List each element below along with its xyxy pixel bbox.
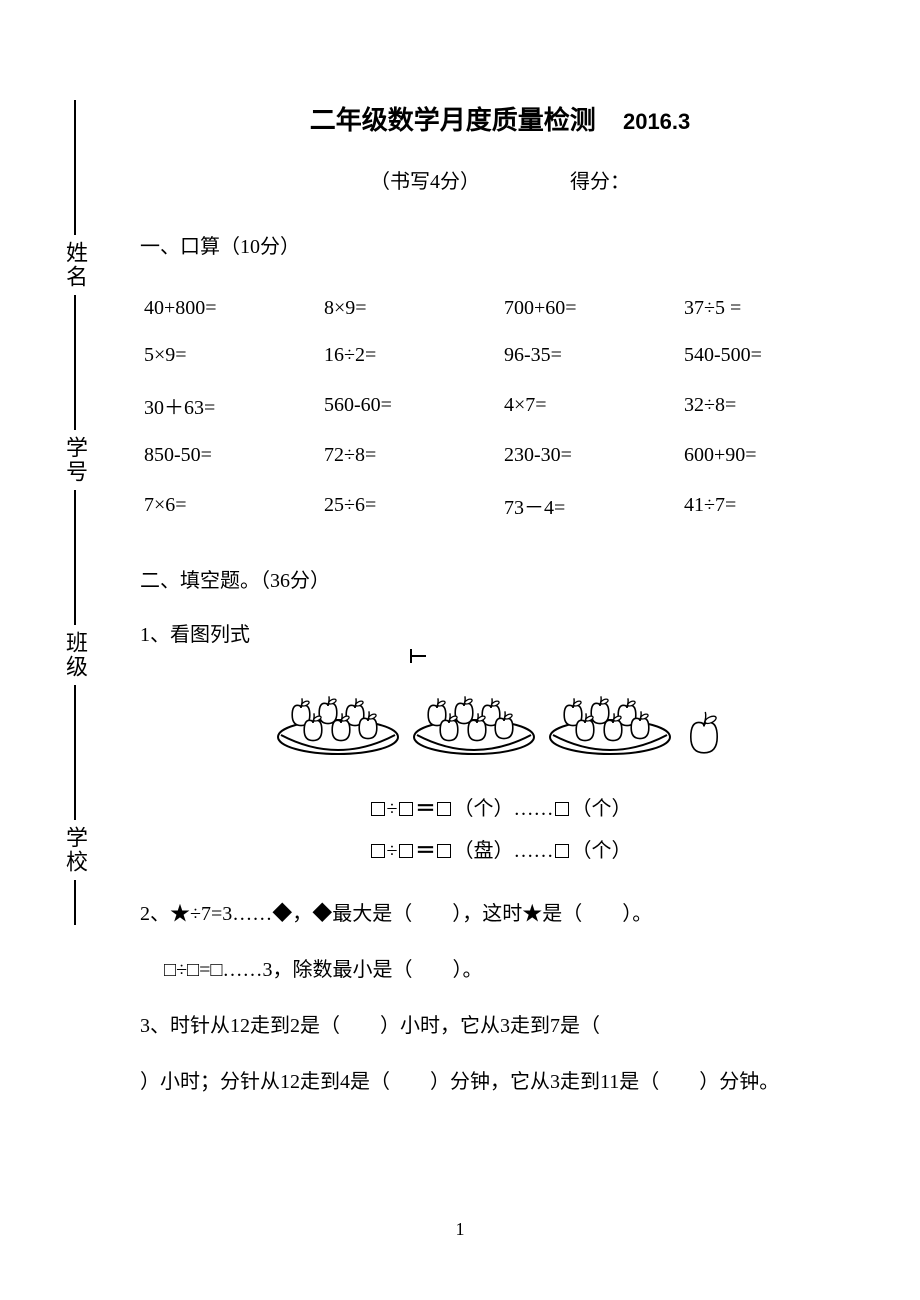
sidebar-line <box>74 880 76 925</box>
calc-cell: 560-60= <box>320 379 500 432</box>
page-number: 1 <box>0 1219 920 1240</box>
unit-ge3: （个） <box>571 840 631 862</box>
blank-box <box>371 844 385 858</box>
exam-title: 二年级数学月度质量检测 2016.3 <box>140 100 860 137</box>
sidebar-line <box>74 100 76 145</box>
apple-icon <box>681 703 727 757</box>
exam-content: 二年级数学月度质量检测 2016.3 （书写4分） 得分： 一、口算（10分） … <box>140 100 860 1122</box>
blank-box <box>555 802 569 816</box>
unit-pan: （盘）…… <box>453 840 553 862</box>
calc-row: 7×6=25÷6=73－4=41÷7= <box>140 479 860 532</box>
section1-heading: 一、口算（10分） <box>140 230 860 259</box>
blank-box <box>399 802 413 816</box>
blank-box <box>371 802 385 816</box>
formula-line-1: ÷＝（个）……（个） <box>140 788 860 830</box>
sidebar-line <box>74 685 76 730</box>
sidebar-blank <box>74 535 76 625</box>
sidebar-blank <box>74 145 76 235</box>
sidebar-line <box>74 490 76 535</box>
calc-cell: 25÷6= <box>320 479 500 532</box>
mental-math-table: 40+800=8×9=700+60=37÷5 =5×9=16÷2=96-35=5… <box>140 285 860 532</box>
calc-row: 850-50=72÷8=230-30=600+90= <box>140 432 860 479</box>
calc-cell: 8×9= <box>320 285 500 332</box>
formula-block: ÷＝（个）……（个） ÷＝（盘）……（个） <box>140 788 860 872</box>
score-label: 得分： <box>570 171 630 193</box>
sidebar-blank <box>74 340 76 430</box>
title-text: 二年级数学月度质量检测 <box>310 105 596 135</box>
calc-cell: 32÷8= <box>680 379 860 432</box>
calc-cell: 16÷2= <box>320 332 500 379</box>
blank-box <box>437 802 451 816</box>
blank-box <box>399 844 413 858</box>
text-cursor-icon <box>410 655 426 657</box>
calc-cell: 850-50= <box>140 432 320 479</box>
apple-illustration <box>140 675 860 762</box>
q3-line1: 3、时针从12走到2是（ ）小时，它从3走到7是（ <box>140 1010 860 1042</box>
q2-line1: 2、★÷7=3……◆，◆最大是（ ），这时★是（ ）。 <box>140 898 860 930</box>
sidebar-blank <box>74 730 76 820</box>
handwriting-score-label: （书写4分） <box>370 171 480 193</box>
sidebar-label-name: 姓名 <box>59 241 91 289</box>
calc-cell: 700+60= <box>500 285 680 332</box>
blank-box <box>437 844 451 858</box>
calc-row: 30＋63=560-60=4×7=32÷8= <box>140 379 860 432</box>
q3-line2: ）小时；分针从12走到4是（ ）分钟，它从3走到11是（ ）分钟。 <box>140 1066 860 1098</box>
calc-row: 5×9=16÷2=96-35=540-500= <box>140 332 860 379</box>
formula-line-2: ÷＝（盘）……（个） <box>140 830 860 872</box>
calc-cell: 30＋63= <box>140 379 320 432</box>
calc-cell: 7×6= <box>140 479 320 532</box>
subtitle-row: （书写4分） 得分： <box>140 165 860 194</box>
calc-cell: 96-35= <box>500 332 680 379</box>
q2-line2: □÷□=□……3，除数最小是（ ）。 <box>140 954 860 986</box>
calc-cell: 40+800= <box>140 285 320 332</box>
title-date: 2016.3 <box>623 109 690 134</box>
calc-cell: 41÷7= <box>680 479 860 532</box>
calc-cell: 73－4= <box>500 479 680 532</box>
calc-cell: 600+90= <box>680 432 860 479</box>
q1-label: 1、看图列式 <box>140 619 860 651</box>
calc-cell: 230-30= <box>500 432 680 479</box>
sidebar-label-school: 学校 <box>59 826 91 874</box>
apple-plate-icon <box>545 675 675 757</box>
calc-cell: 5×9= <box>140 332 320 379</box>
calc-cell: 72÷8= <box>320 432 500 479</box>
calc-row: 40+800=8×9=700+60=37÷5 = <box>140 285 860 332</box>
blank-box <box>555 844 569 858</box>
sidebar-label-class: 班级 <box>59 631 91 679</box>
apple-plate-icon <box>273 675 403 757</box>
calc-cell: 4×7= <box>500 379 680 432</box>
sidebar-line <box>74 295 76 340</box>
apple-plate-icon <box>409 675 539 757</box>
unit-ge2: （个） <box>571 798 631 820</box>
calc-cell: 37÷5 = <box>680 285 860 332</box>
calc-cell: 540-500= <box>680 332 860 379</box>
student-info-sidebar: 姓名 学号 班级 学校 <box>55 100 95 1100</box>
unit-ge: （个）…… <box>453 798 553 820</box>
section2-heading: 二、填空题。（36分） <box>140 564 860 593</box>
sidebar-label-id: 学号 <box>59 436 91 484</box>
